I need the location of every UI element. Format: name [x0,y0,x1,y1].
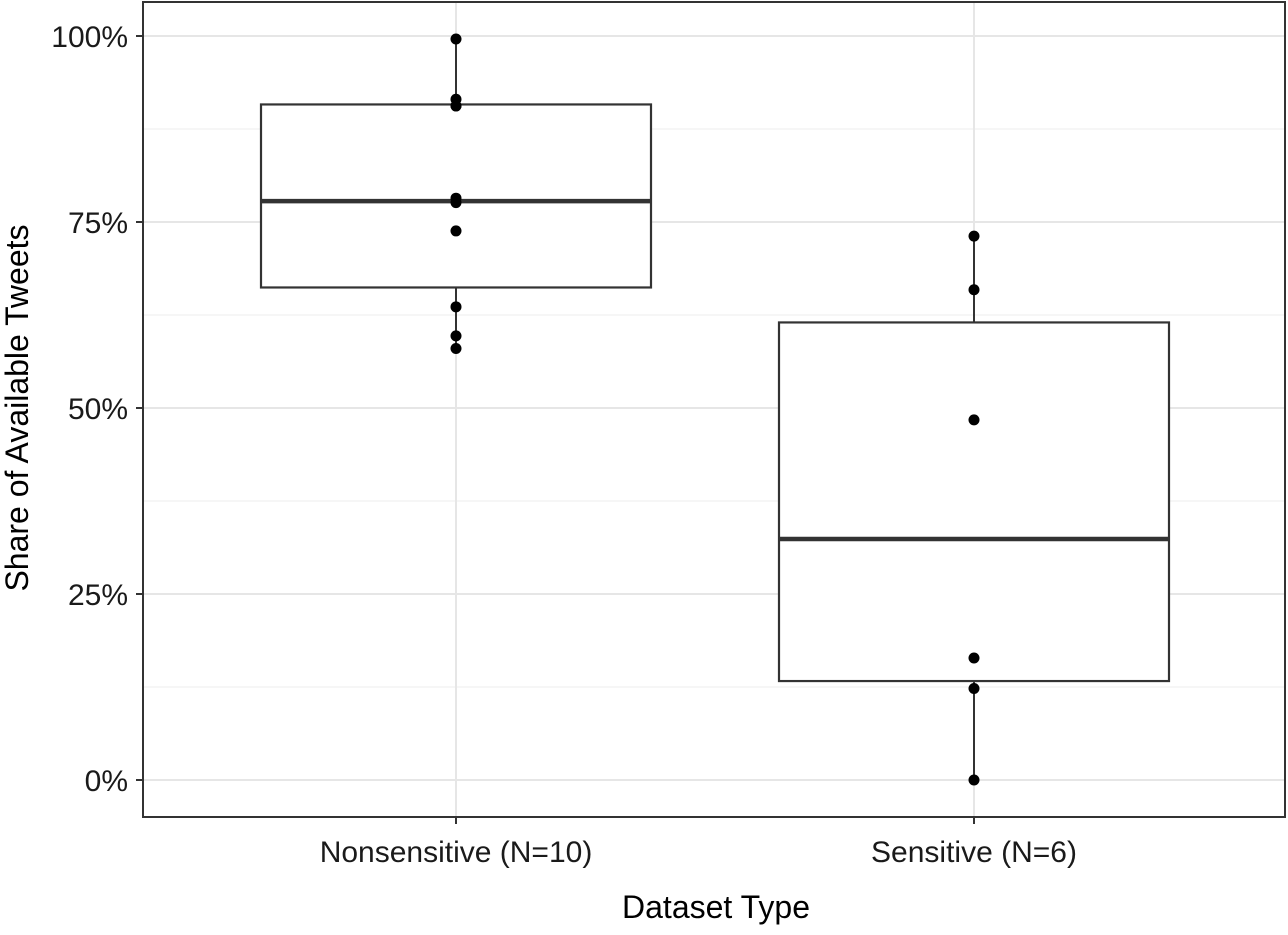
x-tick-label: Sensitive (N=6) [871,836,1077,869]
x-axis: Nonsensitive (N=10) Sensitive (N=6) [320,817,1077,869]
y-tick-label: 0% [85,765,128,798]
data-point [968,414,980,426]
data-point [968,774,980,786]
iqr-box [777,321,1171,683]
data-point [968,682,980,694]
y-tick-label: 75% [68,207,128,240]
data-point [450,301,462,313]
data-point [450,225,462,237]
data-point [450,330,462,342]
x-tick-label: Nonsensitive (N=10) [320,836,593,869]
plot-panel-border [142,1,1286,818]
y-axis-title: Share of Available Tweets [0,224,35,591]
y-axis: 0% 25% 50% 75% 100% [51,21,143,798]
data-point [450,197,462,209]
data-point [968,652,980,664]
y-tick-label: 25% [68,579,128,612]
box-group [259,33,653,354]
x-axis-title: Dataset Type [622,889,810,925]
data-point [968,284,980,296]
data-point [450,33,462,45]
data-point [450,342,462,354]
box-group [777,230,1171,786]
data-point [450,100,462,112]
y-tick-label: 50% [68,393,128,426]
box-layer [259,33,1171,786]
y-tick-label: 100% [51,21,128,54]
data-point [968,230,980,242]
